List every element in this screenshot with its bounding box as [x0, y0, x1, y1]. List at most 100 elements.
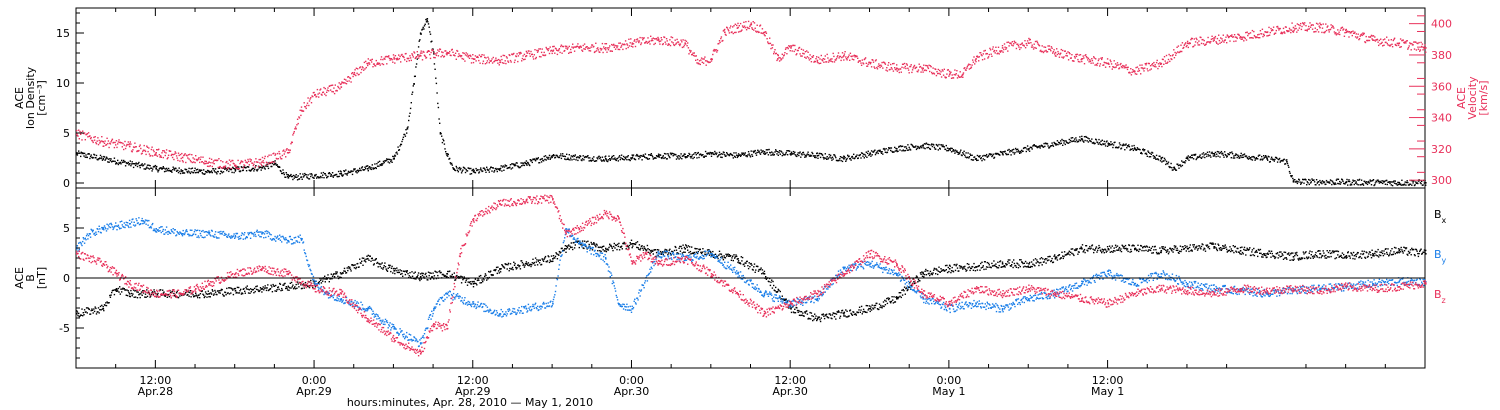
series-velocity-point	[822, 58, 824, 60]
series-density-point	[985, 153, 988, 156]
series-velocity-point	[506, 57, 508, 59]
series-velocity-point	[927, 66, 929, 68]
series-density-point	[894, 150, 897, 152]
series-Bx-point	[310, 279, 312, 282]
series-velocity-point	[926, 65, 928, 67]
series-velocity-point	[1243, 40, 1245, 42]
series-velocity-point	[601, 42, 604, 45]
series-velocity-point	[905, 63, 908, 65]
series-velocity-point	[208, 161, 210, 163]
series-density-point	[309, 173, 311, 175]
series-velocity-point	[165, 149, 168, 151]
series-density-point	[854, 157, 856, 159]
series-density-point	[1097, 141, 1099, 144]
series-density-point	[749, 154, 751, 157]
series-density-point	[750, 150, 752, 152]
series-Bx-point	[77, 314, 79, 317]
series-density-point	[441, 141, 444, 144]
series-velocity-point	[1164, 60, 1166, 62]
series-density-point	[786, 150, 788, 152]
series-velocity-point	[768, 42, 770, 45]
series-density-point	[373, 167, 375, 169]
series-velocity-point	[576, 45, 578, 47]
series-density-point	[191, 167, 194, 169]
series-density-point	[479, 169, 481, 171]
series-velocity-point	[1003, 48, 1005, 51]
series-velocity-point	[732, 26, 734, 28]
series-density-point	[232, 166, 234, 169]
series-velocity-point	[174, 151, 176, 153]
series-Bx-point	[597, 250, 599, 252]
series-density-point	[161, 168, 163, 170]
series-velocity-point	[79, 130, 81, 133]
series-velocity-point	[842, 56, 844, 58]
series-density-point	[574, 154, 576, 156]
series-velocity-point	[207, 162, 209, 164]
series-Bx-point	[434, 270, 436, 272]
series-density-point	[679, 155, 681, 157]
series-density-point	[364, 166, 366, 168]
series-density-point	[216, 173, 218, 175]
series-velocity-point	[271, 161, 274, 163]
series-velocity-point	[1322, 23, 1324, 25]
series-Bx-point	[144, 293, 147, 295]
series-velocity-point	[1380, 42, 1383, 45]
series-Bx-point	[111, 290, 114, 292]
series-density-point	[1155, 154, 1158, 157]
series-velocity-point	[816, 56, 818, 58]
series-density-point	[189, 172, 192, 175]
series-density-point	[171, 171, 173, 173]
series-density-point	[1060, 140, 1062, 142]
series-velocity-point	[777, 58, 779, 60]
series-velocity-point	[194, 161, 196, 164]
series-density-point	[1184, 162, 1186, 164]
series-velocity-point	[605, 47, 607, 49]
series-velocity-point	[642, 39, 644, 41]
series-density-point	[529, 159, 531, 161]
series-Bx-point	[303, 287, 305, 289]
series-density-point	[1237, 155, 1240, 158]
series-velocity-point	[300, 114, 302, 117]
series-velocity-point	[912, 67, 914, 69]
series-velocity-point	[385, 55, 387, 58]
series-velocity-point	[874, 67, 876, 69]
series-velocity-point	[150, 148, 153, 151]
series-velocity-point	[1034, 46, 1036, 49]
series-density-point	[198, 170, 200, 172]
series-density-point	[1103, 140, 1105, 143]
series-velocity-point	[663, 36, 666, 39]
series-density-point	[822, 156, 824, 159]
series-density-point	[825, 158, 828, 160]
series-Bx-point	[292, 284, 294, 286]
series-density-point	[359, 167, 361, 170]
series-velocity-point	[180, 157, 182, 160]
series-Bx-point	[417, 272, 420, 274]
series-velocity-point	[597, 49, 600, 51]
series-velocity-point	[331, 84, 334, 86]
series-velocity-point	[827, 61, 830, 63]
series-Bx-point	[491, 274, 494, 276]
series-velocity-point	[1249, 32, 1252, 34]
series-Bx-point	[429, 278, 432, 280]
series-velocity-point	[304, 106, 307, 108]
series-density-point	[1321, 180, 1324, 182]
series-density-point	[138, 164, 141, 167]
series-density-point	[1400, 184, 1402, 186]
series-velocity-point	[267, 155, 269, 158]
series-density-point	[231, 171, 233, 174]
series-density-point	[1114, 141, 1116, 143]
series-velocity-point	[591, 44, 594, 46]
series-density-point	[501, 166, 504, 168]
series-velocity-point	[277, 152, 279, 155]
series-velocity-point	[899, 68, 902, 70]
series-velocity-point	[144, 150, 147, 153]
series-velocity-point	[298, 117, 301, 119]
series-Bx-point	[353, 264, 355, 266]
series-Bx-point	[424, 273, 426, 276]
series-density-point	[732, 157, 734, 159]
series-velocity-point	[412, 56, 414, 58]
series-Bx-point	[294, 286, 296, 288]
series-density-point	[185, 168, 188, 171]
series-density-point	[529, 164, 531, 167]
series-density-point	[358, 169, 360, 172]
